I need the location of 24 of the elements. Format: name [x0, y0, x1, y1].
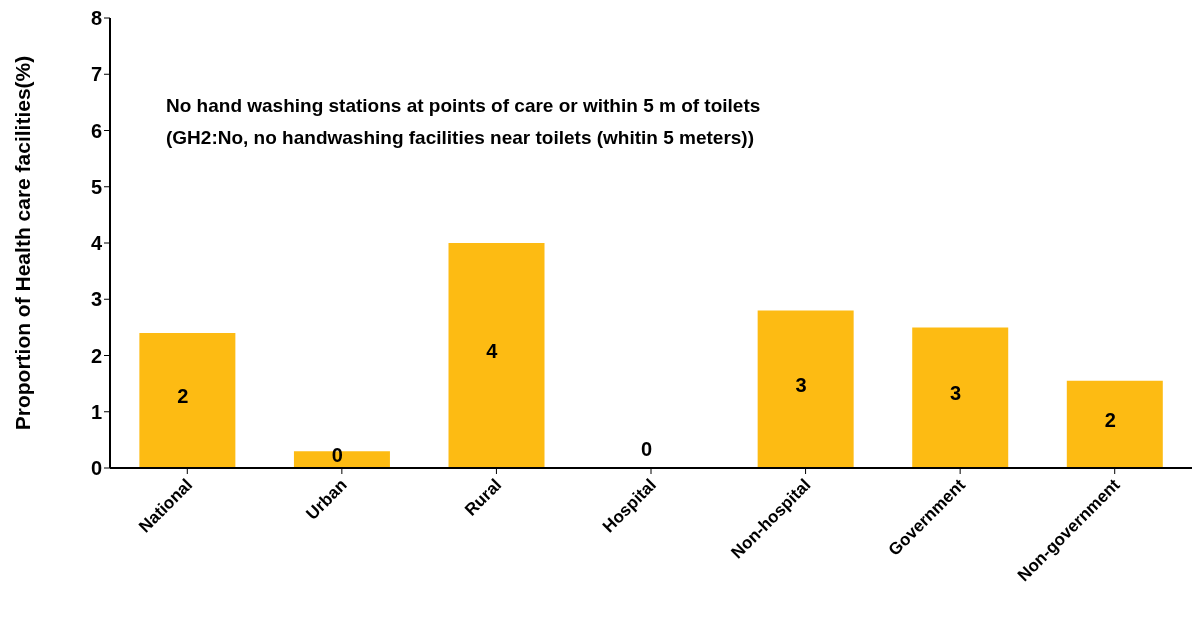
y-tick-label: 4: [90, 232, 103, 255]
bar: [139, 333, 236, 468]
y-tick-label: 2: [90, 344, 102, 367]
y-tick-label: 1: [90, 400, 102, 423]
text: (GH2:No, no handwashing facilities near toilets (whitin 5 meters)): [166, 126, 756, 150]
y-tick-label: 5: [90, 175, 102, 198]
data-label: 2: [1104, 408, 1116, 431]
data-label: 4: [486, 339, 499, 362]
y-tick-label: 0: [90, 457, 102, 480]
y-tick-label: 6: [90, 119, 102, 142]
data-label: 0: [331, 444, 343, 467]
data-label: 3: [795, 373, 807, 396]
data-label: 2: [177, 384, 189, 407]
data-label: 3: [950, 382, 962, 405]
bar: [912, 327, 1009, 468]
y-axis-title: Proportion of Health care facilities(%): [11, 55, 35, 431]
bar: [448, 243, 545, 468]
y-tick-label: 3: [90, 288, 102, 311]
data-label: 0: [640, 438, 653, 461]
text: No hand washing stations at points of care or within 5 m of toilets: [166, 94, 761, 118]
y-tick-label: 7: [90, 63, 102, 86]
y-tick-label: 8: [90, 7, 102, 30]
bar: [757, 310, 854, 468]
bar: [1066, 380, 1163, 468]
